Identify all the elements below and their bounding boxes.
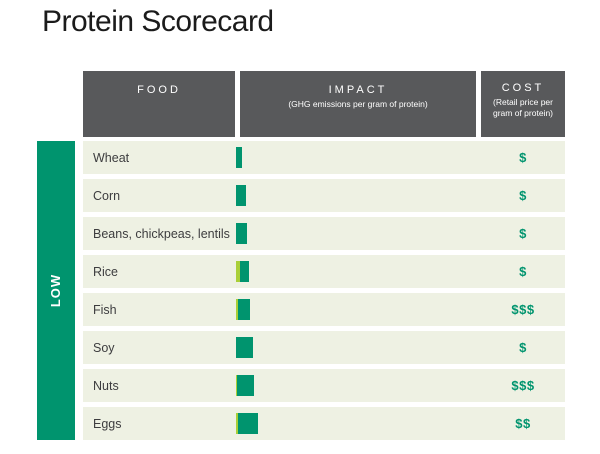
impact-cell: [236, 299, 481, 320]
impact-bar-dark-segment: [236, 185, 246, 206]
table-row: Wheat $: [83, 141, 565, 174]
impact-bar-dark-segment: [240, 261, 249, 282]
cost-rating: $: [519, 150, 527, 165]
group-label-low: LOW: [48, 273, 64, 308]
impact-bar: [236, 147, 242, 168]
impact-bar: [236, 337, 253, 358]
impact-bar-light-segment: [236, 299, 238, 320]
cost-rating: $: [519, 226, 527, 241]
impact-bar: [236, 185, 246, 206]
table-header-row: FOOD IMPACT (GHG emissions per gram of p…: [83, 71, 565, 137]
impact-bar-dark-segment: [236, 337, 253, 358]
impact-cell: [236, 185, 481, 206]
impact-bar-dark-segment: [237, 375, 254, 396]
impact-bar-dark-segment: [238, 413, 258, 434]
header-label-food: FOOD: [137, 84, 181, 96]
header-subtitle-cost: (Retail price per gram of protein): [493, 97, 553, 119]
cost-rating: $: [519, 188, 527, 203]
table-row: Nuts $$$: [83, 369, 565, 402]
header-cell-food: FOOD: [83, 71, 235, 137]
impact-cell: [236, 375, 481, 396]
food-label: Nuts: [93, 378, 119, 393]
impact-cell: [236, 337, 481, 358]
food-label: Wheat: [93, 150, 130, 165]
table-row: Eggs $$: [83, 407, 565, 440]
food-label: Rice: [93, 264, 119, 279]
impact-cell: [236, 261, 481, 282]
cost-rating: $$$: [511, 302, 535, 317]
food-label: Eggs: [93, 416, 122, 431]
impact-bar: [236, 299, 250, 320]
impact-cell: [236, 147, 481, 168]
impact-cell: [236, 413, 481, 434]
header-subtitle-impact: (GHG emissions per gram of protein): [288, 99, 428, 109]
impact-bar-light-segment: [236, 413, 238, 434]
impact-cell: [236, 223, 481, 244]
table-row: Soy $: [83, 331, 565, 364]
impact-bar-light-segment: [236, 261, 240, 282]
page-title: Protein Scorecard: [42, 5, 274, 38]
header-label-impact: IMPACT: [328, 84, 388, 96]
impact-bar: [236, 223, 247, 244]
impact-bar: [236, 261, 249, 282]
cost-rating: $$$: [511, 378, 535, 393]
food-label: Fish: [93, 302, 117, 317]
cost-rating: $: [519, 264, 527, 279]
header-label-cost: COST: [501, 82, 545, 94]
impact-bar: [236, 375, 254, 396]
group-band-low: LOW: [37, 141, 75, 440]
table-row: Fish $$$: [83, 293, 565, 326]
impact-bar-dark-segment: [236, 223, 247, 244]
cost-rating: $$: [515, 416, 531, 431]
impact-bar: [236, 413, 258, 434]
table-row: Corn $: [83, 179, 565, 212]
food-label: Beans, chickpeas, lentils: [93, 226, 230, 241]
table-row: Rice $: [83, 255, 565, 288]
food-label: Soy: [93, 340, 115, 355]
impact-bar-dark-segment: [236, 147, 242, 168]
header-cell-impact: IMPACT (GHG emissions per gram of protei…: [240, 71, 476, 137]
food-label: Corn: [93, 188, 121, 203]
header-cell-cost: COST (Retail price per gram of protein): [481, 71, 565, 137]
impact-bar-dark-segment: [238, 299, 250, 320]
impact-bar-light-segment: [236, 375, 237, 396]
cost-rating: $: [519, 340, 527, 355]
table-body: Wheat $ Corn $ Beans, chickpeas, lentils: [83, 141, 565, 440]
table-row: Beans, chickpeas, lentils $: [83, 217, 565, 250]
